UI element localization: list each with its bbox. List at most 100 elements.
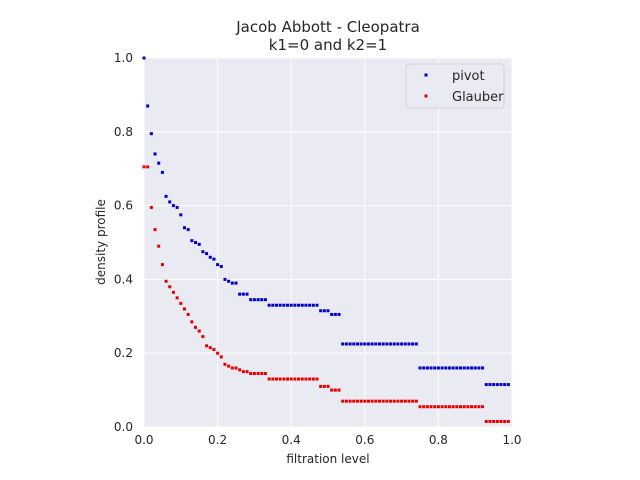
point-glauber — [352, 399, 356, 403]
y-tick-label: 0.8 — [114, 125, 133, 139]
legend-label-glauber: Glauber — [452, 90, 504, 105]
x-tick-label: 0.2 — [208, 433, 227, 447]
y-tick-label: 0.6 — [114, 199, 133, 213]
point-pivot — [322, 309, 326, 313]
point-pivot — [392, 342, 396, 346]
point-glauber — [333, 388, 337, 392]
point-glauber — [208, 346, 212, 350]
point-pivot — [256, 298, 260, 302]
point-pivot — [260, 298, 264, 302]
point-pivot — [267, 303, 271, 307]
point-glauber — [315, 377, 319, 381]
point-glauber — [300, 377, 304, 381]
point-pivot — [304, 303, 308, 307]
legend-label-pivot: pivot — [452, 69, 485, 84]
point-glauber — [403, 399, 407, 403]
point-pivot — [319, 309, 323, 313]
point-pivot — [470, 366, 474, 370]
series-pivot — [142, 56, 510, 387]
point-glauber — [348, 399, 352, 403]
point-glauber — [425, 405, 429, 409]
legend-box — [405, 63, 505, 109]
point-glauber — [286, 377, 290, 381]
point-pivot — [315, 303, 319, 307]
point-pivot — [451, 366, 455, 370]
point-glauber — [481, 405, 485, 409]
point-glauber — [337, 388, 341, 392]
point-glauber — [503, 419, 507, 423]
x-tick-label: 0.4 — [282, 433, 301, 447]
legend-marker-pivot — [424, 73, 428, 77]
point-pivot — [389, 342, 393, 346]
point-glauber — [179, 301, 183, 305]
point-glauber — [378, 399, 382, 403]
point-pivot — [286, 303, 290, 307]
point-glauber — [319, 384, 323, 388]
point-glauber — [477, 405, 481, 409]
point-pivot — [263, 298, 267, 302]
point-pivot — [506, 383, 510, 387]
point-pivot — [363, 342, 367, 346]
x-tick-label: 0.6 — [355, 433, 374, 447]
x-tick-labels: 0.0 0.2 0.4 0.6 0.8 1.0 — [134, 433, 521, 447]
point-glauber — [197, 329, 201, 333]
point-pivot — [197, 242, 201, 246]
point-glauber — [451, 405, 455, 409]
point-glauber — [359, 399, 363, 403]
point-pivot — [341, 342, 345, 346]
point-pivot — [216, 263, 220, 267]
y-tick-labels: 0.0 0.2 0.4 0.6 0.8 1.0 — [114, 51, 133, 434]
y-tick-label: 0.0 — [114, 420, 133, 434]
point-glauber — [227, 364, 231, 368]
point-glauber — [326, 384, 330, 388]
point-glauber — [374, 399, 378, 403]
point-pivot — [462, 366, 466, 370]
point-glauber — [414, 399, 418, 403]
point-glauber — [241, 370, 245, 374]
point-glauber — [407, 399, 411, 403]
x-axis-label: filtration level — [286, 452, 369, 466]
point-pivot — [473, 366, 477, 370]
point-pivot — [208, 255, 212, 259]
point-pivot — [179, 213, 183, 217]
point-pivot — [238, 292, 242, 296]
point-glauber — [168, 285, 172, 289]
point-pivot — [381, 342, 385, 346]
point-pivot — [422, 366, 426, 370]
point-pivot — [252, 298, 256, 302]
point-glauber — [411, 399, 415, 403]
chart-subtitle: k1=0 and k2=1 — [269, 36, 387, 54]
point-pivot — [219, 264, 223, 268]
plot-area — [144, 58, 512, 427]
y-axis-label: density profile — [94, 199, 108, 285]
point-glauber — [182, 307, 186, 311]
point-pivot — [249, 298, 253, 302]
point-glauber — [488, 419, 492, 423]
x-tick-label: 0.0 — [134, 433, 153, 447]
point-pivot — [234, 281, 238, 285]
point-glauber — [363, 399, 367, 403]
point-pivot — [326, 309, 330, 313]
point-pivot — [385, 342, 389, 346]
point-glauber — [201, 335, 205, 339]
point-pivot — [271, 303, 275, 307]
point-pivot — [282, 303, 286, 307]
point-glauber — [458, 405, 462, 409]
point-pivot — [366, 342, 370, 346]
point-pivot — [190, 239, 194, 243]
point-pivot — [414, 342, 418, 346]
series-glauber — [142, 165, 510, 423]
point-glauber — [506, 419, 510, 423]
point-pivot — [418, 366, 422, 370]
point-pivot — [481, 366, 485, 370]
point-glauber — [146, 165, 150, 169]
point-pivot — [278, 303, 282, 307]
y-tick-label: 0.4 — [114, 272, 133, 286]
point-pivot — [205, 252, 209, 256]
point-glauber — [297, 377, 301, 381]
point-glauber — [385, 399, 389, 403]
point-glauber — [164, 279, 168, 283]
point-glauber — [455, 405, 459, 409]
point-glauber — [440, 405, 444, 409]
point-glauber — [330, 388, 334, 392]
